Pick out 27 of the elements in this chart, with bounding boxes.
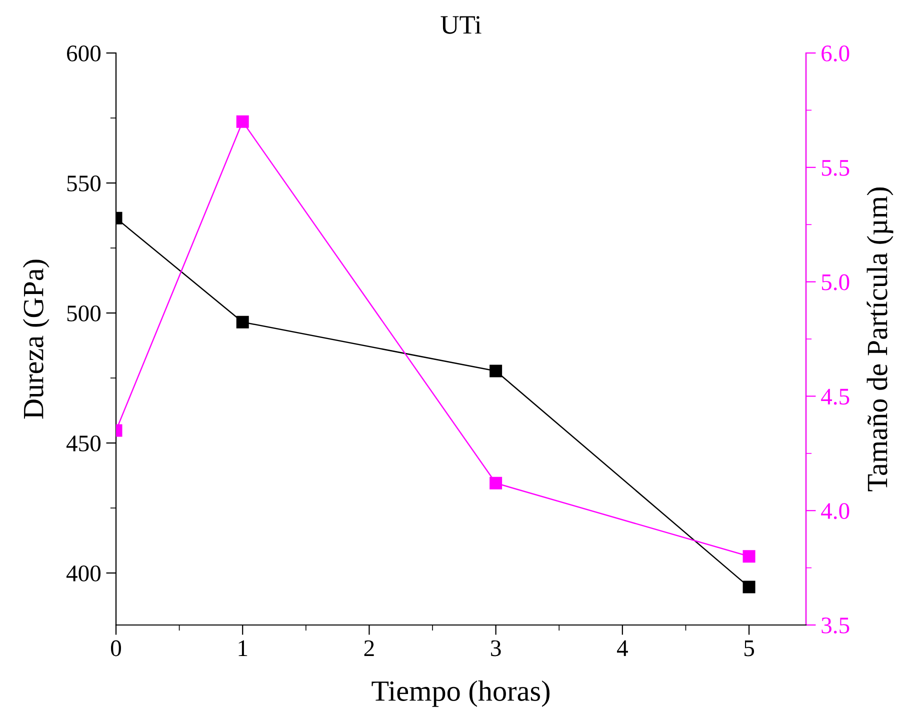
x-tick-label: 4 — [616, 640, 628, 656]
point — [490, 364, 502, 378]
y-tick-label: 450 — [66, 435, 101, 452]
y-tick-label: 550 — [67, 175, 101, 192]
y-tick-label: 500 — [67, 305, 101, 322]
x-tick-label: 0 — [110, 640, 122, 656]
point — [236, 115, 249, 128]
point — [742, 580, 756, 594]
y2-axis-title: Tamaño de Partícula (µm) — [866, 188, 894, 492]
x-axis-title: Tiempo (horas) — [372, 680, 550, 707]
x-tick-label: 3 — [491, 640, 501, 656]
point — [236, 316, 249, 328]
point — [742, 550, 756, 563]
y-tick-label: 600 — [67, 45, 101, 62]
y-axis-title: Dureza (GPa) — [22, 260, 50, 419]
x-tick-label: 1 — [238, 640, 248, 656]
x-tick-label: 2 — [364, 640, 374, 656]
y2-tick-label: 5.0 — [822, 274, 850, 290]
point — [490, 476, 502, 490]
x-tick-label: 5 — [744, 640, 754, 656]
y2-tick-label: 5.5 — [822, 160, 850, 176]
y2-tick-label: 6.0 — [822, 45, 850, 62]
y2-tick-label: 3.5 — [822, 618, 850, 634]
chart-title: UTi — [440, 16, 482, 34]
y2-tick-label: 4.5 — [821, 388, 850, 405]
y-tick-label: 400 — [66, 565, 101, 582]
y2-tick-label: 4.0 — [821, 503, 850, 520]
